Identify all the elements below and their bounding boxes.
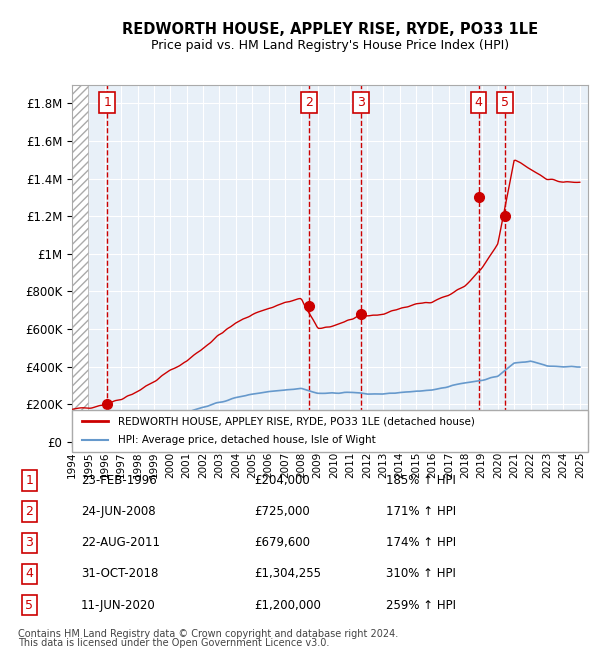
Text: 310% ↑ HPI: 310% ↑ HPI <box>386 567 456 580</box>
Text: 3: 3 <box>25 536 33 549</box>
Text: £725,000: £725,000 <box>254 505 310 518</box>
Text: 259% ↑ HPI: 259% ↑ HPI <box>386 599 457 612</box>
Text: HPI: Average price, detached house, Isle of Wight: HPI: Average price, detached house, Isle… <box>118 435 376 445</box>
Text: 174% ↑ HPI: 174% ↑ HPI <box>386 536 457 549</box>
Text: 23-FEB-1996: 23-FEB-1996 <box>81 474 157 487</box>
Text: 4: 4 <box>475 96 482 109</box>
Text: 5: 5 <box>501 96 509 109</box>
Text: 5: 5 <box>25 599 33 612</box>
Text: £1,200,000: £1,200,000 <box>254 599 321 612</box>
Text: REDWORTH HOUSE, APPLEY RISE, RYDE, PO33 1LE (detached house): REDWORTH HOUSE, APPLEY RISE, RYDE, PO33 … <box>118 417 475 426</box>
Text: 185% ↑ HPI: 185% ↑ HPI <box>386 474 456 487</box>
Text: 1: 1 <box>25 474 33 487</box>
Text: 2: 2 <box>305 96 313 109</box>
Text: Price paid vs. HM Land Registry's House Price Index (HPI): Price paid vs. HM Land Registry's House … <box>151 39 509 52</box>
Text: 31-OCT-2018: 31-OCT-2018 <box>81 567 158 580</box>
Text: 1: 1 <box>103 96 111 109</box>
Text: 4: 4 <box>25 567 33 580</box>
Text: This data is licensed under the Open Government Licence v3.0.: This data is licensed under the Open Gov… <box>18 638 329 649</box>
Text: £204,000: £204,000 <box>254 474 310 487</box>
Text: 3: 3 <box>357 96 365 109</box>
Text: 2: 2 <box>25 505 33 518</box>
Text: £1,304,255: £1,304,255 <box>254 567 321 580</box>
Text: 11-JUN-2020: 11-JUN-2020 <box>81 599 156 612</box>
Text: 24-JUN-2008: 24-JUN-2008 <box>81 505 156 518</box>
Text: 22-AUG-2011: 22-AUG-2011 <box>81 536 160 549</box>
Text: Contains HM Land Registry data © Crown copyright and database right 2024.: Contains HM Land Registry data © Crown c… <box>18 629 398 639</box>
Text: REDWORTH HOUSE, APPLEY RISE, RYDE, PO33 1LE: REDWORTH HOUSE, APPLEY RISE, RYDE, PO33 … <box>122 21 538 37</box>
Text: 171% ↑ HPI: 171% ↑ HPI <box>386 505 457 518</box>
FancyBboxPatch shape <box>72 410 588 452</box>
Bar <box>72 84 88 442</box>
Text: £679,600: £679,600 <box>254 536 310 549</box>
